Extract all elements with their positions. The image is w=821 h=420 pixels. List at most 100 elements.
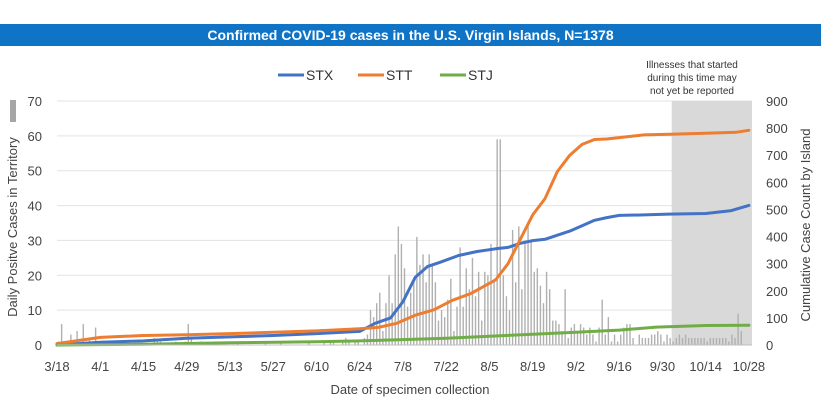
daily-case-bar <box>567 338 569 345</box>
daily-case-bar <box>400 243 403 345</box>
daily-case-bar <box>524 240 526 345</box>
daily-case-bar <box>579 324 582 345</box>
daily-case-bar <box>616 341 619 345</box>
y-right-tick-label: 100 <box>766 311 788 326</box>
daily-case-bar <box>394 254 396 345</box>
daily-case-bar <box>663 341 665 345</box>
y-ticks-right: 0 100 200 300 400 500 600 700 800 900 <box>766 94 788 353</box>
daily-case-bar <box>94 327 97 345</box>
daily-case-bar <box>450 278 452 345</box>
shaded-region <box>671 101 752 345</box>
daily-case-bar <box>357 341 359 345</box>
daily-case-bar <box>613 334 616 345</box>
daily-case-bar <box>323 341 325 345</box>
daily-case-bar <box>518 226 520 345</box>
daily-case-bar <box>60 324 63 345</box>
legend-label-stx: STX <box>306 67 334 83</box>
daily-case-bar <box>709 338 711 345</box>
x-tick-label: 4/15 <box>131 359 156 374</box>
daily-case-bar <box>342 341 344 345</box>
y-left-tick-label: 10 <box>28 303 42 318</box>
y-axis-left-title: Daily Positve Cases in Territory <box>5 137 20 317</box>
x-tick-label: 6/24 <box>347 359 372 374</box>
y-right-tick-label: 0 <box>766 338 773 353</box>
daily-case-bar <box>548 289 551 345</box>
daily-case-bar <box>700 338 702 345</box>
daily-case-bar <box>406 306 409 345</box>
daily-case-bar <box>487 275 489 345</box>
y-left-tick-label: 40 <box>28 199 42 214</box>
daily-case-bar <box>348 341 350 345</box>
daily-case-bar <box>629 324 631 345</box>
daily-case-bar <box>456 306 458 345</box>
y-right-tick-label: 400 <box>766 230 788 245</box>
daily-case-bar <box>740 331 742 345</box>
daily-case-bar <box>499 139 501 345</box>
y-left-tick-label: 20 <box>28 268 42 283</box>
daily-case-bar <box>70 334 72 345</box>
series-line-stt <box>55 128 751 346</box>
y-right-tick-label: 300 <box>766 257 788 272</box>
daily-case-bar <box>715 338 718 345</box>
daily-case-bar <box>712 338 715 345</box>
shaded-note: Illnesses that started during this time m… <box>646 60 738 97</box>
gridlines <box>57 100 752 311</box>
daily-case-bar <box>672 341 674 345</box>
x-tick-label: 5/13 <box>217 359 242 374</box>
legend-label-stt: STT <box>386 67 413 83</box>
daily-case-bar <box>190 338 193 345</box>
daily-case-bar <box>650 334 653 345</box>
daily-case-bar <box>477 271 480 345</box>
daily-case-bar <box>422 254 424 345</box>
daily-case-bar <box>425 282 427 345</box>
series-lines <box>55 128 751 347</box>
x-tick-label: 4/1 <box>91 359 109 374</box>
daily-case-bar <box>533 271 535 345</box>
y-ticks-left: 0 10 20 30 40 50 60 70 <box>28 94 42 353</box>
x-axis-title: Date of specimen collection <box>331 382 490 397</box>
y-right-tick-label: 700 <box>766 148 788 163</box>
daily-case-bar <box>687 338 690 345</box>
daily-case-bar <box>397 226 400 345</box>
daily-case-bar <box>388 275 390 345</box>
daily-case-bar <box>725 338 727 345</box>
daily-case-bar <box>632 338 634 345</box>
daily-case-bar <box>586 334 588 345</box>
x-tick-label: 6/10 <box>304 359 329 374</box>
daily-case-bar <box>644 338 647 345</box>
legend: STX STT STJ <box>278 67 493 83</box>
x-tick-label: 8/5 <box>480 359 498 374</box>
y-right-tick-label: 500 <box>766 202 788 217</box>
daily-case-bar <box>515 282 517 345</box>
daily-case-bar <box>329 341 332 345</box>
daily-case-bar <box>564 289 566 345</box>
daily-case-bar <box>582 327 585 345</box>
daily-case-bar <box>82 324 84 345</box>
daily-case-bar <box>545 271 548 345</box>
series-line-stj <box>55 323 751 347</box>
daily-case-bar <box>437 320 440 345</box>
daily-case-bar <box>508 310 511 345</box>
daily-case-bar <box>484 271 486 345</box>
daily-case-bar <box>576 331 579 345</box>
daily-case-bar <box>419 264 421 345</box>
daily-case-bar <box>481 320 483 345</box>
daily-case-bar <box>641 338 644 345</box>
x-tick-label: 7/22 <box>434 359 459 374</box>
daily-case-bar <box>403 268 406 345</box>
daily-case-bar <box>626 324 628 345</box>
x-tick-label: 10/14 <box>689 359 722 374</box>
x-tick-label: 9/30 <box>650 359 675 374</box>
daily-case-bar <box>660 334 662 345</box>
daily-case-bar <box>465 268 467 345</box>
daily-case-bar <box>76 331 78 345</box>
y-left-tick-label: 50 <box>28 164 42 179</box>
daily-case-bar <box>511 229 514 345</box>
daily-case-bar <box>502 275 505 345</box>
daily-case-bar <box>654 334 656 345</box>
shaded-note-line: Illnesses that started <box>646 60 738 71</box>
x-tick-label: 9/16 <box>607 359 632 374</box>
daily-case-bar <box>468 289 471 345</box>
y-right-tick-label: 800 <box>766 121 788 136</box>
x-tick-label: 3/18 <box>44 359 69 374</box>
